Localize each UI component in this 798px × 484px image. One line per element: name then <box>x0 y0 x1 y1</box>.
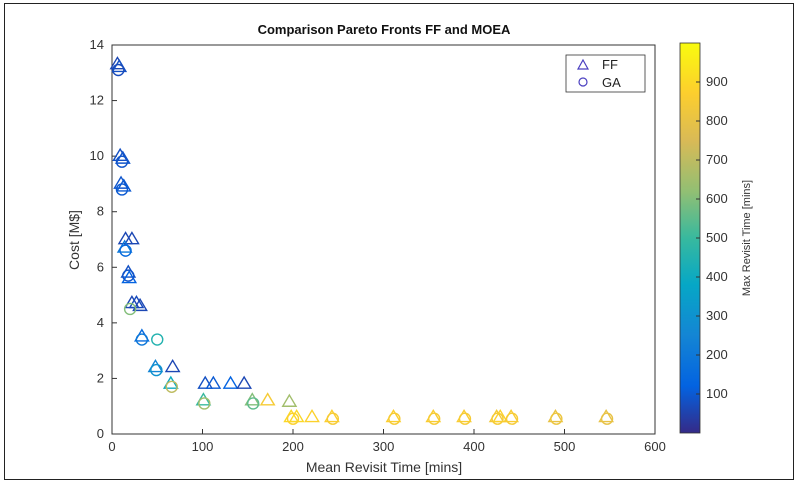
y-tick-label: 8 <box>97 204 104 219</box>
ff-point <box>121 270 138 284</box>
x-tick-label: 0 <box>108 439 115 454</box>
ga-point <box>123 302 137 316</box>
ff-point <box>288 408 305 423</box>
colorbar-tick-label: 500 <box>706 230 728 245</box>
ga-point <box>286 412 300 425</box>
ga-point <box>150 363 163 377</box>
ga-point <box>112 63 125 77</box>
ff-point <box>304 408 320 423</box>
x-tick-label: 600 <box>644 439 666 454</box>
ff-point <box>133 328 150 342</box>
y-axis-label: Cost [M$] <box>66 210 82 270</box>
figure-frame <box>4 3 794 480</box>
x-tick-label: 400 <box>463 439 485 454</box>
ff-point <box>115 178 132 192</box>
ff-point <box>205 375 222 389</box>
ff-point <box>197 375 214 389</box>
ga-point <box>388 412 401 425</box>
ff-point <box>222 375 239 389</box>
ff-point <box>113 175 129 189</box>
legend-circle-icon <box>578 77 588 87</box>
x-tick-label: 300 <box>373 439 395 454</box>
plot-area <box>111 44 656 435</box>
y-tick-label: 12 <box>90 93 104 108</box>
colorbar-tick-label: 600 <box>706 191 728 206</box>
colorbar-label: Max Revisit Time [mins] <box>741 180 753 296</box>
ga-point <box>122 269 135 282</box>
colorbar-tick-label: 300 <box>706 308 728 323</box>
ga-point <box>151 333 164 346</box>
ga-point <box>115 155 129 168</box>
ga-point <box>115 183 129 196</box>
colorbar-tick-label: 200 <box>706 347 728 362</box>
x-tick-label: 100 <box>192 439 214 454</box>
ff-point <box>236 375 253 389</box>
ff-point <box>120 264 137 278</box>
x-axis-label: Mean Revisit Time [mins] <box>306 459 462 475</box>
ff-point <box>112 147 129 162</box>
data-points <box>109 56 615 425</box>
y-tick-label: 14 <box>90 37 104 52</box>
ga-point <box>198 397 211 410</box>
ga-point <box>550 412 563 425</box>
ff-point <box>132 297 148 312</box>
y-tick-label: 4 <box>97 315 104 330</box>
ga-point <box>326 412 340 425</box>
x-tick-label: 200 <box>282 439 304 454</box>
ga-point <box>427 412 441 425</box>
ff-point <box>259 392 276 406</box>
legend-box <box>565 54 646 93</box>
ga-point <box>491 412 504 425</box>
legend-label-ff: FF <box>602 57 618 72</box>
x-tick-label: 500 <box>554 439 576 454</box>
ga-point <box>119 244 132 257</box>
ga-point <box>458 412 472 425</box>
y-axis: 0 2 4 6 8 10 12 14 <box>90 37 117 441</box>
legend-triangle-icon <box>576 58 590 70</box>
colorbar-tick-label: 400 <box>706 269 728 284</box>
ga-point <box>135 333 149 346</box>
y-tick-label: 2 <box>97 370 104 385</box>
ff-point <box>281 393 298 407</box>
colorbar-tick-label: 900 <box>706 74 728 89</box>
y-tick-label: 6 <box>97 259 104 274</box>
ga-point <box>505 412 519 425</box>
ff-point <box>128 295 145 309</box>
ga-point <box>600 412 614 425</box>
colorbar-tick-label: 100 <box>706 386 728 401</box>
legend: FF GA <box>565 54 646 93</box>
legend-label-ga: GA <box>602 75 621 90</box>
colorbar-tick-label: 700 <box>706 152 728 167</box>
ff-point <box>124 231 140 245</box>
chart-title: Comparison Pareto Fronts FF and MOEA <box>258 22 511 37</box>
y-tick-label: 10 <box>90 148 104 163</box>
colorbar-tick-label: 800 <box>706 113 728 128</box>
x-axis: 0 100 200 300 400 500 600 <box>108 429 666 454</box>
ff-point <box>492 408 509 423</box>
y-tick-label: 0 <box>97 426 104 441</box>
colorbar-ticks: 100 200 300 400 500 600 700 800 900 <box>696 74 728 401</box>
ga-point <box>246 397 260 410</box>
ga-point <box>165 380 178 393</box>
ff-point <box>164 358 181 373</box>
